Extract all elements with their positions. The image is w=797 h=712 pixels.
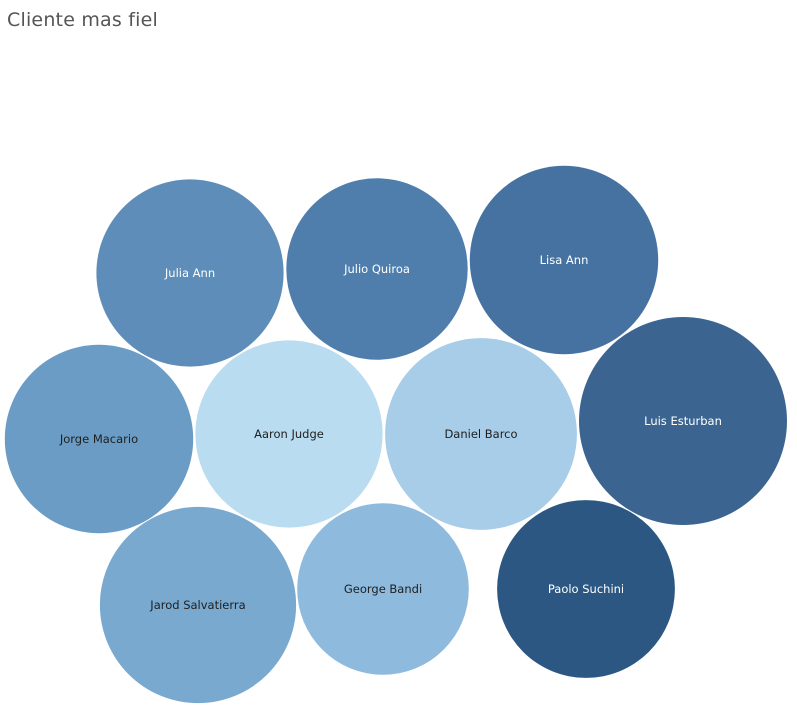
bubble-jorge-macario[interactable]: Jorge Macario: [4, 344, 194, 534]
bubble-paolo-suchini[interactable]: Paolo Suchini: [497, 500, 675, 678]
bubble-circle[interactable]: [385, 338, 577, 530]
bubble-label: Julio Quiroa: [343, 262, 410, 276]
bubble-daniel-barco[interactable]: Daniel Barco: [385, 338, 577, 530]
bubble-label: Luis Esturban: [644, 414, 722, 428]
bubble-julia-ann[interactable]: Julia Ann: [96, 179, 284, 367]
bubble-label: Aaron Judge: [254, 427, 324, 441]
bubble-label: Jarod Salvatierra: [149, 598, 245, 612]
bubble-circle[interactable]: [297, 503, 469, 675]
bubble-label: Paolo Suchini: [548, 582, 624, 596]
bubble-luis-esturban[interactable]: Luis Esturban: [579, 317, 787, 525]
bubble-label: Julia Ann: [164, 266, 215, 280]
bubble-lisa-ann[interactable]: Lisa Ann: [469, 165, 659, 355]
bubble-circle[interactable]: [195, 340, 383, 528]
bubble-label: Daniel Barco: [444, 427, 517, 441]
bubble-george-bandi[interactable]: George Bandi: [297, 503, 469, 675]
bubble-circle[interactable]: [579, 317, 787, 525]
bubbles-layer: Luis Esturban Jarod Salvatierra Lisa Ann Jo…: [4, 165, 787, 704]
bubble-label: Jorge Macario: [59, 432, 138, 446]
bubble-circle[interactable]: [96, 179, 284, 367]
bubble-label: Lisa Ann: [540, 253, 589, 267]
chart-title: Cliente mas fiel: [7, 9, 158, 31]
bubble-circle[interactable]: [99, 506, 297, 704]
bubble-circle[interactable]: [497, 500, 675, 678]
bubble-julio-quiroa[interactable]: Julio Quiroa: [286, 178, 468, 360]
bubble-label: George Bandi: [344, 582, 422, 596]
bubble-jarod-salvatierra[interactable]: Jarod Salvatierra: [99, 506, 297, 704]
bubble-aaron-judge[interactable]: Aaron Judge: [195, 340, 383, 528]
bubble-circle[interactable]: [286, 178, 468, 360]
bubble-circle[interactable]: [469, 165, 659, 355]
bubble-circle[interactable]: [4, 344, 194, 534]
